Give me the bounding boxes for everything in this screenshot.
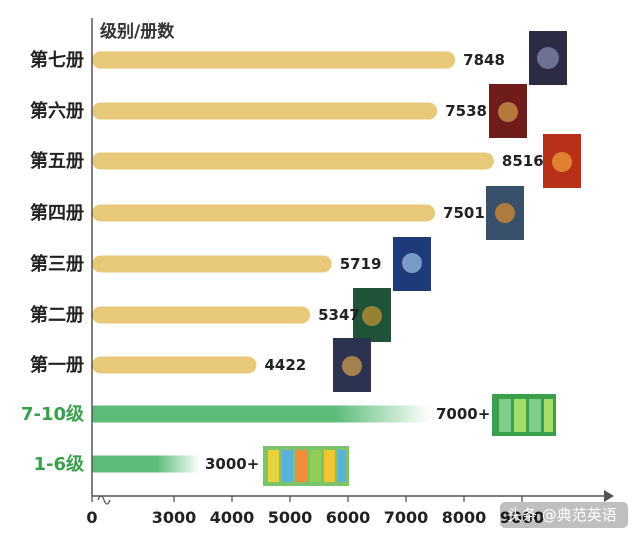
box-set-7-10 [492, 394, 556, 436]
x-tick-label: 6000 [326, 508, 371, 527]
bar-value-label: 5347 [318, 306, 360, 324]
book-covers [263, 31, 581, 486]
category-label: 第三册 [30, 253, 84, 275]
x-tick-label: 5000 [268, 508, 313, 527]
category-label: 第七册 [30, 49, 84, 71]
bar-value-label: 7000+ [436, 405, 490, 423]
bar [92, 102, 438, 120]
bar-value-label: 3000+ [205, 455, 259, 473]
category-label: 第五册 [30, 150, 84, 172]
bar [92, 306, 311, 324]
x-axis-arrow-icon [604, 490, 614, 502]
x-tick-label: 9000 [500, 508, 545, 527]
x-tick-label: 3000 [152, 508, 197, 527]
axis-break-icon [97, 495, 111, 505]
x-tick-label: 8000 [442, 508, 487, 527]
x-tick-label: 7000 [384, 508, 429, 527]
bar [92, 51, 456, 69]
bar [92, 356, 257, 374]
x-tick-label: 0 [86, 508, 97, 527]
bar-value-label: 5719 [340, 255, 382, 273]
category-label: 第二册 [30, 304, 84, 326]
bar-value-label: 4422 [264, 356, 306, 374]
category-label: 1-6级 [33, 453, 85, 475]
category-label: 7-10级 [21, 403, 85, 425]
bar [92, 255, 332, 273]
watermark: 头条 @典范英语 [500, 502, 628, 528]
category-label: 第四册 [30, 202, 84, 224]
bar [92, 405, 430, 423]
bar [92, 455, 200, 473]
bar-value-label: 8516 [502, 152, 544, 170]
box-set-1-6 [263, 446, 349, 486]
y-axis-title: 级别/册数 [100, 21, 175, 42]
bar-value-label: 7538 [445, 102, 487, 120]
bar-value-label: 7848 [463, 51, 505, 69]
category-label: 第一册 [30, 354, 84, 376]
watermark-text: 头条 @典范英语 [507, 506, 617, 524]
bar [92, 204, 436, 222]
bar [92, 152, 494, 170]
x-tick-label: 4000 [210, 508, 255, 527]
bar-value-label: 7501 [443, 204, 485, 222]
category-label: 第六册 [30, 100, 84, 122]
